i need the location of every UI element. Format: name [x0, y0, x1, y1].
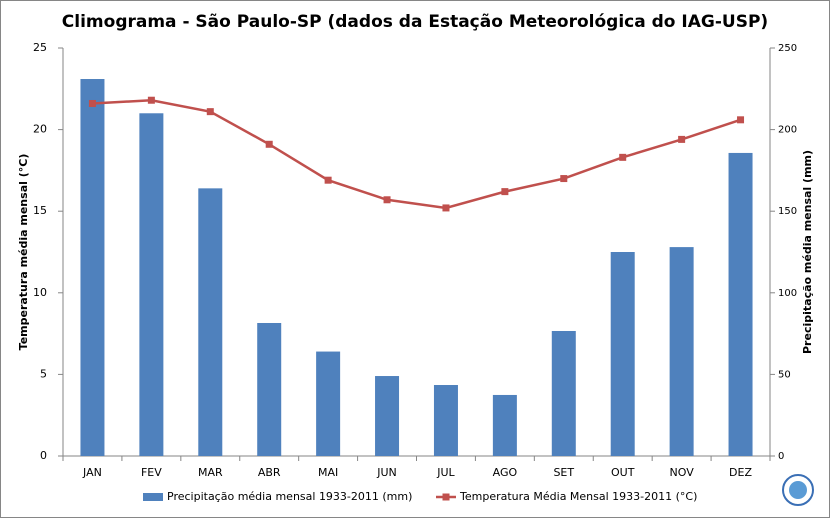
bar — [433, 385, 458, 456]
point — [737, 116, 745, 124]
y-tick-label: 15 — [33, 204, 47, 217]
y2-tick-label: 50 — [778, 369, 791, 380]
x-tick-label: OUT — [611, 466, 635, 479]
x-tick-label: DEZ — [729, 466, 752, 479]
point — [383, 196, 391, 204]
bar — [316, 351, 341, 456]
x-tick-label: AGO — [493, 466, 518, 479]
bar — [492, 394, 517, 456]
y2-tick-label: 100 — [778, 288, 797, 299]
point — [147, 96, 155, 104]
point — [501, 188, 509, 196]
y2-axis-label: Precipitação média mensal (mm) — [801, 150, 814, 354]
legend-marker — [442, 493, 450, 501]
point — [560, 175, 568, 183]
line — [92, 98, 741, 210]
point — [206, 108, 214, 116]
bar — [728, 152, 753, 456]
legend-swatch — [143, 493, 163, 501]
y2-tick-label: 200 — [778, 125, 797, 136]
x-tick-label: JUL — [436, 466, 455, 479]
x-tick-label: MAR — [198, 466, 223, 479]
x-tick-label: NOV — [670, 466, 695, 479]
bar — [80, 79, 105, 457]
x-tick-label: JAN — [82, 466, 102, 479]
point — [619, 153, 627, 161]
y2-tick-label: 0 — [778, 451, 784, 462]
logo-globe — [789, 481, 807, 499]
point — [88, 99, 96, 107]
legend-label: Precipitação média mensal 1933-2011 (mm) — [167, 490, 412, 503]
bar — [375, 376, 400, 456]
y2-tick-label: 250 — [778, 43, 797, 54]
x-tick-label: SET — [553, 466, 574, 479]
bar — [257, 322, 282, 456]
x-tick-label: JUN — [376, 466, 397, 479]
bar — [139, 113, 164, 456]
bar — [610, 252, 635, 456]
x-tick-label: MAI — [318, 466, 338, 479]
y-tick-label: 25 — [33, 41, 47, 54]
y-tick-label: 5 — [40, 367, 47, 380]
point — [678, 135, 686, 143]
bar — [198, 188, 223, 457]
y-tick-label: 20 — [33, 123, 47, 136]
point — [324, 176, 332, 184]
x-tick-label: ABR — [258, 466, 281, 479]
point — [265, 140, 273, 148]
legend-label: Temperatura Média Mensal 1933-2011 (°C) — [459, 490, 697, 503]
chart-title: Climograma - São Paulo-SP (dados da Esta… — [62, 12, 768, 32]
y-tick-label: 0 — [40, 449, 47, 462]
logo — [782, 474, 814, 506]
bar — [669, 247, 694, 456]
x-tick-label: FEV — [141, 466, 162, 479]
point — [442, 204, 450, 212]
y2-tick-label: 150 — [778, 206, 797, 217]
y-tick-label: 10 — [33, 286, 47, 299]
bar — [551, 330, 576, 456]
y-axis-label: Temperatura média mensal (°C) — [17, 154, 30, 351]
